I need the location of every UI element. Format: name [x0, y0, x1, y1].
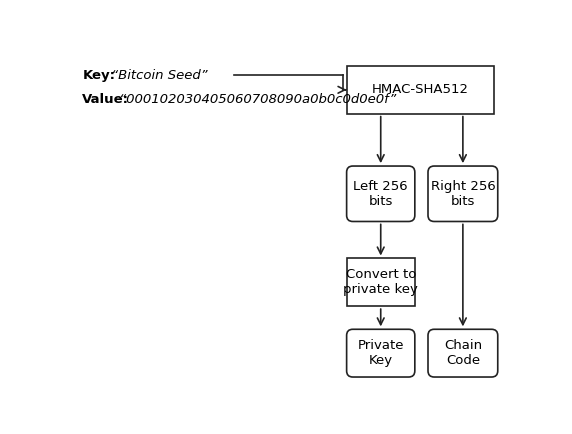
FancyBboxPatch shape [347, 329, 415, 377]
Text: Convert to
private key: Convert to private key [343, 268, 418, 296]
Text: “000102030405060708090a0b0c0d0e0f”: “000102030405060708090a0b0c0d0e0f” [115, 93, 396, 106]
Text: Left 256
bits: Left 256 bits [353, 180, 408, 208]
Text: Right 256
bits: Right 256 bits [431, 180, 495, 208]
FancyBboxPatch shape [428, 329, 498, 377]
FancyBboxPatch shape [347, 166, 415, 221]
Text: Key:: Key: [82, 69, 116, 82]
Text: Private
Key: Private Key [358, 339, 404, 367]
FancyBboxPatch shape [347, 258, 415, 306]
Text: HMAC-SHA512: HMAC-SHA512 [372, 83, 468, 96]
FancyBboxPatch shape [428, 166, 498, 221]
FancyBboxPatch shape [347, 66, 494, 114]
Text: Value:: Value: [82, 93, 129, 106]
Text: “Bitcoin Seed”: “Bitcoin Seed” [107, 69, 208, 82]
Text: Chain
Code: Chain Code [444, 339, 482, 367]
